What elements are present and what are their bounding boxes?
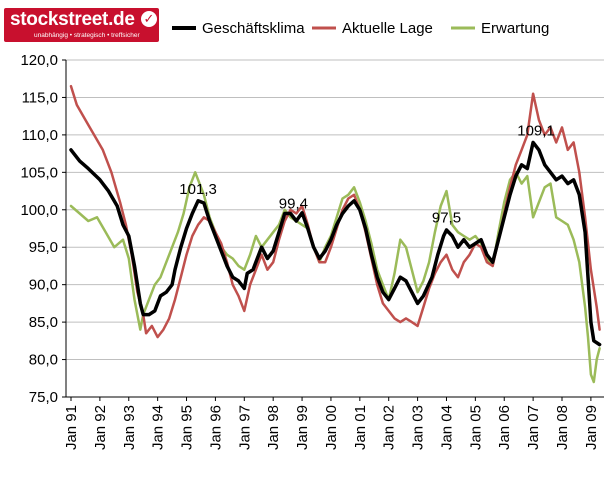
x-tick-label: Jan 00 xyxy=(323,405,340,450)
y-tick-label: 110,0 xyxy=(22,127,58,144)
chart-series xyxy=(69,84,602,384)
x-tick-label: Jan 09 xyxy=(583,405,600,450)
x-tick-label: Jan 91 xyxy=(63,405,80,450)
x-tick-label: Jan 01 xyxy=(352,405,369,450)
legend-label-erwartung: Erwartung xyxy=(481,20,549,37)
data-label: 99,4 xyxy=(279,195,308,212)
y-tick-label: 80,0 xyxy=(29,352,58,369)
x-tick-label: Jan 94 xyxy=(150,405,167,450)
x-tick-label: Jan 04 xyxy=(438,405,455,450)
stockstreet-logo: stockstreet.de unabhängig • strategisch … xyxy=(4,8,159,42)
x-tick-label: Jan 97 xyxy=(236,405,253,450)
series-line-erwartung xyxy=(69,171,601,384)
y-axis: 75,0 80,0 85,0 90,0 95,0 100,0 105,0 110,0 115,0… xyxy=(20,52,67,406)
x-tick-label: Jan 95 xyxy=(179,405,196,450)
check-icon: ✓ xyxy=(141,11,157,27)
x-tick-label: Jan 96 xyxy=(207,405,224,450)
x-tick-label: Jan 07 xyxy=(525,405,542,450)
logo-brand-text: stockstreet.de xyxy=(10,9,135,30)
series-line-geschaeftsklima xyxy=(69,140,602,347)
x-tick-label: Jan 99 xyxy=(294,405,311,450)
series-line-aktuelle_lage xyxy=(69,84,601,339)
x-axis: Jan 91 Jan 92 Jan 93 Jan 94 Jan 95 Jan 96 Jan … xyxy=(63,396,604,450)
y-tick-label: 105,0 xyxy=(20,164,58,181)
data-label: 97,5 xyxy=(432,210,461,227)
legend-label-geschaeftsklima: Geschäftsklima xyxy=(202,20,305,37)
x-tick-label: Jan 05 xyxy=(467,405,484,450)
y-tick-label: 85,0 xyxy=(29,314,58,331)
y-tick-label: 90,0 xyxy=(29,277,58,294)
x-tick-label: Jan 98 xyxy=(265,405,282,450)
y-tick-label: 95,0 xyxy=(29,239,58,256)
logo-tagline: unabhängig • strategisch • treffsicher xyxy=(34,32,140,39)
x-tick-label: Jan 03 xyxy=(410,405,427,450)
x-tick-label: Jan 92 xyxy=(92,405,109,450)
chart-legend: Geschäftsklima Aktuelle Lage Erwartung xyxy=(172,20,549,37)
data-label: 109,1 xyxy=(517,123,555,140)
x-tick-label: Jan 02 xyxy=(381,405,398,450)
y-tick-label: 115,0 xyxy=(22,89,58,106)
y-tick-label: 100,0 xyxy=(20,202,58,219)
chart-annotations: 101,3 99,4 97,5 109,1 xyxy=(179,123,554,227)
x-tick-label: Jan 93 xyxy=(121,405,138,450)
x-tick-label: Jan 08 xyxy=(554,405,571,450)
legend-label-aktuelle_lage: Aktuelle Lage xyxy=(342,20,433,37)
y-tick-label: 75,0 xyxy=(29,389,58,406)
y-tick-label: 120,0 xyxy=(20,52,58,69)
data-label: 101,3 xyxy=(179,181,217,198)
x-tick-label: Jan 06 xyxy=(496,405,513,450)
